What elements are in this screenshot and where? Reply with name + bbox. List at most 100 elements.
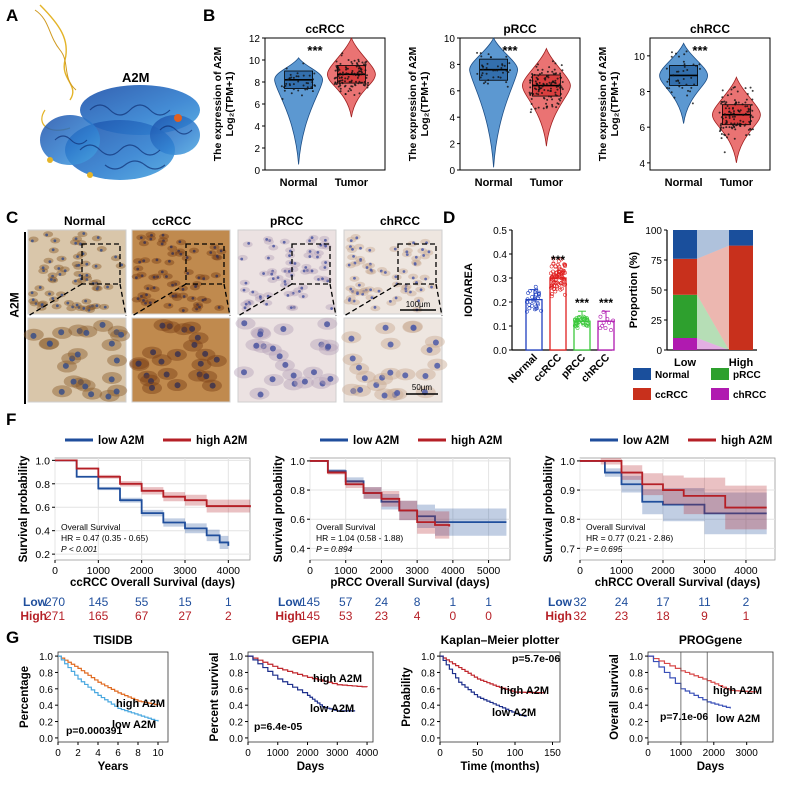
ihc-nucleus — [213, 356, 220, 363]
ihc-nucleus — [78, 273, 82, 277]
f-risk-low-1-4: 1 — [450, 595, 457, 609]
f-stats-title-2: Overall Survival — [586, 522, 646, 532]
ihc-nucleus — [83, 329, 90, 336]
e-ytick-label-2: 50 — [651, 286, 663, 297]
violin-point — [340, 54, 343, 57]
violin-xlabel-normal-1: Normal — [475, 177, 513, 189]
violin-point — [742, 114, 745, 117]
ihc-nucleus — [159, 322, 166, 329]
violin-point — [560, 64, 563, 67]
violin-ytick-label-1-3: 6 — [449, 87, 455, 98]
f-risk-low-2-3: 11 — [698, 595, 711, 609]
ihc-nucleus — [142, 298, 145, 302]
violin-point — [547, 74, 550, 77]
f-xtick-label-2-3: 3000 — [693, 565, 717, 577]
ihc-nucleus — [77, 305, 81, 309]
ihc-nucleus — [58, 388, 65, 395]
ihc-nucleus — [150, 233, 153, 237]
violin-point — [555, 106, 558, 109]
violin-point — [306, 86, 309, 89]
e-ytick-label-0: 0 — [656, 346, 662, 357]
violin-point — [720, 133, 723, 136]
violin-point — [554, 73, 557, 76]
violin-point — [737, 109, 740, 112]
ihc-nucleus — [148, 301, 152, 305]
violin-point — [297, 75, 300, 78]
violin-ytick-label-1-1: 2 — [449, 140, 455, 151]
ihc-nucleus — [40, 305, 44, 309]
violin-point — [557, 85, 560, 88]
ihc-cell — [175, 248, 186, 255]
ihc-nucleus — [369, 268, 373, 272]
violin-point — [314, 84, 317, 87]
panel-label-c: C — [6, 208, 19, 227]
g-ytick-label-3-5: 1.0 — [629, 652, 643, 663]
ihc-cell — [285, 271, 296, 278]
violin-point — [535, 65, 538, 68]
violin-point — [749, 86, 752, 89]
e-bar-high-ccRCC — [729, 245, 753, 350]
violin-tumor-1 — [521, 47, 571, 147]
ihc-nucleus — [120, 263, 123, 267]
d-point — [537, 290, 541, 295]
ihc-nucleus — [267, 256, 270, 260]
g-low-label-2: low A2M — [492, 707, 536, 719]
violin-point — [736, 123, 739, 126]
violin-point — [364, 82, 367, 85]
violin-point — [338, 82, 341, 85]
e-ytick-label-3: 75 — [651, 256, 663, 267]
ihc-nucleus — [355, 236, 359, 240]
ihc-nucleus — [63, 269, 67, 273]
ihc-zoom-box-1 — [185, 243, 225, 285]
violin-point — [728, 116, 731, 119]
ihc-nucleus — [353, 261, 357, 265]
g-pvalue-2: p=5.7e-06 — [512, 653, 560, 665]
ihc-nucleus — [251, 290, 255, 294]
d-point — [550, 292, 555, 296]
e-legend-label-ccRCC: ccRCC — [655, 390, 688, 401]
violin-point — [545, 105, 548, 108]
e-flow-chRCC — [697, 338, 729, 350]
ihc-nucleus — [171, 294, 175, 298]
violin-point — [559, 84, 562, 87]
violin-point — [685, 83, 688, 86]
ihc-nucleus — [349, 245, 352, 249]
ihc-nucleus — [38, 286, 42, 289]
ihc-nucleus — [381, 392, 388, 399]
f-risk-low-1-3: 8 — [414, 595, 421, 609]
g-xtick-label-0-1: 2 — [75, 748, 81, 759]
ihc-nucleus — [75, 303, 79, 307]
violin-point — [730, 93, 733, 96]
violin-point — [479, 52, 482, 55]
f-xlabel-0: ccRCC Overall Survival (days) — [70, 577, 235, 589]
violin-point — [549, 89, 552, 92]
ihc-nucleus — [351, 247, 354, 251]
ihc-nucleus — [87, 308, 91, 312]
violin-point — [541, 91, 544, 94]
d-ylabel: IOD/AREA — [463, 263, 475, 317]
ihc-nucleus — [379, 374, 386, 381]
f-ytick-label-0-1: 0.4 — [35, 526, 50, 538]
ihc-nucleus — [324, 238, 327, 242]
ihc-row-label: A2M — [7, 292, 22, 318]
ihc-nucleus — [302, 269, 306, 273]
violin-point — [361, 81, 364, 84]
violin-point — [482, 82, 485, 85]
d-point — [575, 326, 580, 330]
violin-point — [353, 72, 356, 75]
ihc-cell — [73, 263, 84, 270]
ihc-nucleus — [139, 236, 143, 240]
ihc-nucleus — [61, 257, 65, 261]
ihc-zoom-box-2 — [291, 243, 331, 285]
ihc-nucleus — [422, 372, 429, 379]
violin-point — [296, 72, 299, 75]
ihc-nucleus — [324, 321, 331, 328]
violin-point — [503, 64, 506, 67]
ihc-row-bar — [24, 232, 26, 404]
violin-point — [721, 89, 724, 92]
ihc-nucleus — [70, 378, 77, 385]
d-point — [601, 310, 606, 314]
violin-point — [726, 94, 729, 97]
violin-point — [750, 114, 753, 117]
e-ytick-label-1: 25 — [651, 316, 663, 327]
